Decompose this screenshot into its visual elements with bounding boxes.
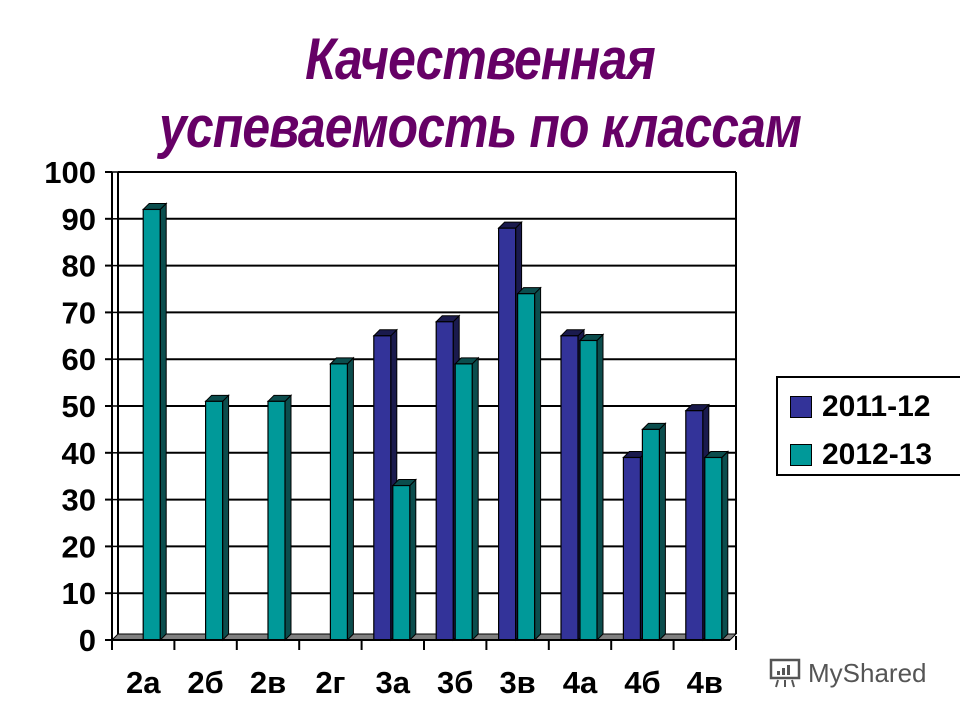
bar-2г-2012-13 xyxy=(329,356,355,642)
bar-3а-2012-13 xyxy=(391,478,418,642)
bar-2а-2012-13 xyxy=(141,202,168,642)
svg-text:100: 100 xyxy=(44,155,96,190)
presentation-chart-icon xyxy=(769,658,801,688)
svg-text:40: 40 xyxy=(62,436,96,471)
bar-3в-2012-13 xyxy=(516,286,542,642)
chart-title-line-2: успеваемость по классам xyxy=(158,95,802,160)
svg-text:4в: 4в xyxy=(687,665,723,700)
legend-swatch-2011-12 xyxy=(790,396,812,418)
chart-title-line-1: Качественная xyxy=(305,27,656,92)
svg-text:20: 20 xyxy=(62,529,96,564)
svg-text:2б: 2б xyxy=(187,665,223,700)
bar-2в-2012-13 xyxy=(266,394,293,642)
svg-text:4б: 4б xyxy=(624,665,660,700)
svg-text:2в: 2в xyxy=(250,665,286,700)
svg-text:3б: 3б xyxy=(437,665,473,700)
watermark: MyShared xyxy=(768,656,927,690)
svg-text:3в: 3в xyxy=(499,665,535,700)
bar-4б-2012-13 xyxy=(641,422,667,642)
svg-text:0: 0 xyxy=(79,623,96,658)
legend-label: 2011-12 xyxy=(822,390,931,423)
chart-legend: 2011-12 2012-13 xyxy=(776,376,960,476)
svg-text:30: 30 xyxy=(62,483,96,518)
x-axis: 2а 2б 2в 2г 3а 3б 3в 4а 4б 4в xyxy=(111,636,737,700)
legend-item-2012-13: 2012-13 xyxy=(790,438,933,471)
legend-swatch-2012-13 xyxy=(790,444,812,466)
svg-text:50: 50 xyxy=(62,389,96,424)
svg-text:3а: 3а xyxy=(376,665,411,700)
y-axis: 0 10 20 30 40 50 60 70 80 90 100 xyxy=(44,155,119,658)
legend-item-2011-12: 2011-12 xyxy=(790,390,931,423)
svg-text:2а: 2а xyxy=(126,665,161,700)
bars xyxy=(141,202,730,642)
bar-4в-2012-13 xyxy=(703,450,730,642)
svg-text:2г: 2г xyxy=(315,665,345,700)
svg-text:70: 70 xyxy=(62,295,96,330)
svg-text:4а: 4а xyxy=(563,665,598,700)
svg-text:60: 60 xyxy=(62,342,96,377)
legend-label: 2012-13 xyxy=(822,438,933,471)
bar-3б-2012-13 xyxy=(453,356,480,642)
bar-2б-2012-13 xyxy=(204,394,230,642)
watermark-text: MyShared xyxy=(808,657,927,688)
bar-4а-2012-13 xyxy=(578,333,605,642)
svg-text:80: 80 xyxy=(62,249,96,284)
svg-text:10: 10 xyxy=(62,576,96,611)
svg-text:90: 90 xyxy=(62,202,96,237)
